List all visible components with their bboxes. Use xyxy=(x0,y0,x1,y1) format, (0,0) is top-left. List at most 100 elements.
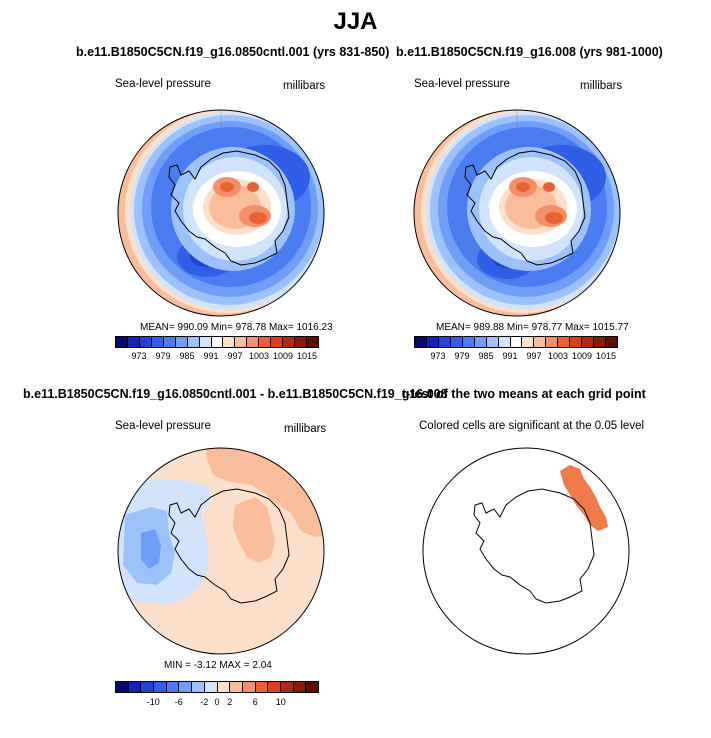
panel2-colorbar-swatch xyxy=(558,337,571,347)
panel1-colorbar-swatch xyxy=(271,337,284,347)
panel1-high-5 xyxy=(220,182,234,192)
panel2-colorbar-swatch xyxy=(462,337,475,347)
panel4-title: t-test of the two means at each grid poi… xyxy=(402,387,646,401)
panel1-colorbar-swatch xyxy=(163,337,176,347)
panel2-colorbar-swatch xyxy=(570,337,583,347)
panel2-map xyxy=(413,109,621,317)
panel3-left-label: Sea-level pressure xyxy=(115,420,211,432)
panel3-colorbar-swatch xyxy=(230,682,243,692)
panel4-significant-cells xyxy=(560,465,608,531)
panel3-colorbar-swatch xyxy=(293,682,307,692)
panel3-colorbar-swatch xyxy=(128,682,142,692)
panel2-stats: MEAN= 989.88 Min= 978.77 Max= 1015.77 xyxy=(436,322,629,333)
panel3-colorbar-tick-label: 10 xyxy=(275,697,286,707)
panel1-coastline xyxy=(168,150,290,266)
panel2-colorbar-swatch xyxy=(594,337,606,347)
panel1-colorbar-tick-label: 1015 xyxy=(296,351,318,361)
panel3-colorbar-ticks: -10 -6 -2 0 2 6 10 xyxy=(115,697,319,709)
panel1-colorbar-swatch xyxy=(116,337,128,347)
panel2-title: b.e11.B1850C5CN.f19_g16.008 (yrs 981-100… xyxy=(396,45,663,59)
panel1-colorbar-swatch xyxy=(247,337,260,347)
panel2-high-7 xyxy=(543,182,555,192)
panel1-colorbar-swatch xyxy=(151,337,164,347)
panel1-colorbar-swatch xyxy=(187,337,200,347)
panel1-units-label: millibars xyxy=(283,80,326,92)
panel2-colorbar-tick-label: 1015 xyxy=(595,351,617,361)
panel3-colorbar-swatch xyxy=(217,682,231,692)
panel1-colorbar-tick-label: 997 xyxy=(227,351,243,361)
panel3-colorbar-swatch xyxy=(154,682,167,692)
panel3-map xyxy=(117,447,325,655)
panel3-colorbar-swatch xyxy=(204,682,218,692)
panel1-colorbar-swatch xyxy=(139,337,152,347)
panel3-colorbar-tick-label: -6 xyxy=(174,697,183,707)
panel4-map xyxy=(422,447,630,655)
panel3-colorbar-swatch xyxy=(166,682,180,692)
panel2-colorbar-swatch xyxy=(498,337,511,347)
panel3-stats: MIN = -3.12 MAX = 2.04 xyxy=(164,660,272,671)
panel2-colorbar-tick-label: 991 xyxy=(502,351,518,361)
panel3-colorbar-tick-label: 6 xyxy=(252,697,258,707)
panel2-colorbar-tick-label: 985 xyxy=(478,351,494,361)
panel2-colorbar-tick-label: 997 xyxy=(526,351,542,361)
panel3-colorbar-swatch xyxy=(116,682,129,692)
panel2-colorbar-ticks: 973 979 985 991 997 1003 1009 1015 xyxy=(414,351,618,363)
panel2-high-6 xyxy=(545,212,563,224)
panel1-map xyxy=(117,109,325,317)
panel1-colorbar-swatch xyxy=(235,337,248,347)
panel1-colorbar-tick-label: 1009 xyxy=(272,351,294,361)
panel3-colorbar-swatch xyxy=(242,682,256,692)
panel3-colorbar-tick-label: 2 xyxy=(227,697,233,707)
panel2-colorbar-tick-label: 979 xyxy=(454,351,470,361)
panel4-coastline xyxy=(473,488,595,604)
panel2-colorbar xyxy=(414,336,618,348)
panel2-colorbar-swatch xyxy=(534,337,547,347)
panel3-colorbar-swatch xyxy=(255,682,269,692)
panel3-colorbar-tick-label: -10 xyxy=(146,697,160,707)
panel1-stats: MEAN= 990.09 Min= 978.78 Max= 1016.23 xyxy=(140,322,333,333)
panel1-colorbar-swatch xyxy=(295,337,307,347)
panel1-colorbar-tick-label: 973 xyxy=(131,351,147,361)
panel2-colorbar-swatch xyxy=(438,337,451,347)
panel1-high-6 xyxy=(249,212,267,224)
panel2-colorbar-tick-label: 1003 xyxy=(547,351,569,361)
panel2-colorbar-swatch xyxy=(546,337,559,347)
panel3-colorbar-swatch xyxy=(306,682,318,692)
panel3-colorbar xyxy=(115,681,319,693)
panel2-coastline xyxy=(464,150,586,266)
panel2-colorbar-swatch xyxy=(474,337,487,347)
panel2-colorbar-swatch xyxy=(510,337,523,347)
panel1-high-7 xyxy=(247,182,259,192)
panel1-colorbar-swatch xyxy=(259,337,272,347)
panel3-neg-anomaly-core xyxy=(141,529,161,569)
panel3-title: b.e11.B1850C5CN.f19_g16.0850cntl.001 - b… xyxy=(23,387,448,401)
panel1-colorbar-tick-label: 991 xyxy=(203,351,219,361)
panel3-colorbar-swatch xyxy=(268,682,281,692)
panel1-colorbar-swatch xyxy=(307,337,318,347)
panel3-pos-anomaly-center xyxy=(233,497,275,563)
panel3-colorbar-swatch xyxy=(179,682,193,692)
panel1-left-label: Sea-level pressure xyxy=(115,78,211,90)
panel1-colorbar-swatch xyxy=(127,337,140,347)
panel3-colorbar-tick-label: 0 xyxy=(214,697,220,707)
panel1-colorbar-swatch xyxy=(223,337,236,347)
panel2-colorbar-tick-label: 973 xyxy=(430,351,446,361)
panel2-units-label: millibars xyxy=(580,80,623,92)
panel3-colorbar-swatch xyxy=(192,682,205,692)
panel1-colorbar-ticks: 973 979 985 991 997 1003 1009 1015 xyxy=(115,351,319,363)
panel3-coastline xyxy=(168,488,290,604)
panel3-colorbar-swatch xyxy=(280,682,294,692)
panel1-title: b.e11.B1850C5CN.f19_g16.0850cntl.001 (yr… xyxy=(76,45,390,59)
panel2-colorbar-swatch xyxy=(582,337,595,347)
panel1-colorbar-swatch xyxy=(199,337,212,347)
figure-title: JJA xyxy=(333,8,378,35)
panel1-colorbar-swatch xyxy=(175,337,188,347)
panel1-colorbar-tick-label: 979 xyxy=(155,351,171,361)
panel2-high-5 xyxy=(516,182,530,192)
panel2-colorbar-swatch xyxy=(415,337,427,347)
panel1-colorbar xyxy=(115,336,319,348)
panel2-colorbar-swatch xyxy=(450,337,463,347)
panel1-colorbar-tick-label: 1003 xyxy=(248,351,270,361)
panel2-colorbar-swatch xyxy=(486,337,499,347)
panel4-left-label: Colored cells are significant at the 0.0… xyxy=(419,420,645,432)
